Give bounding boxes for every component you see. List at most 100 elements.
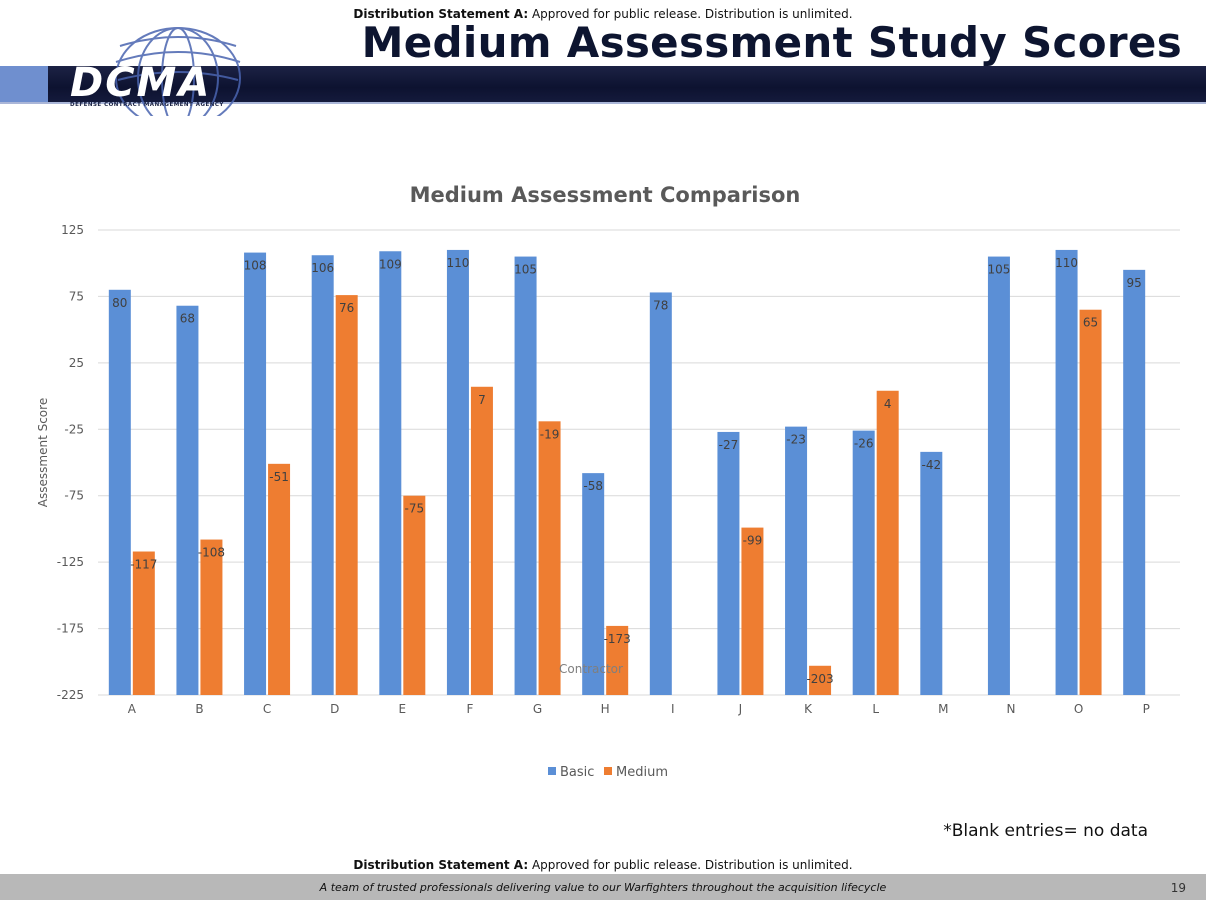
data-label: 68 [180,312,195,326]
y-tick-label: 25 [69,356,84,370]
x-tick-label: N [1006,702,1015,716]
bar-basic [1055,249,1078,695]
bar-basic [987,256,1010,695]
data-label: 110 [1055,256,1078,270]
y-axis-label: Assessment Score [36,398,50,507]
data-label: -203 [806,672,833,686]
header-band [48,66,1206,102]
dcma-globe-logo-icon [115,27,241,116]
bar-chart: Medium Assessment Comparison 125 75 25 -25 -7… [36,183,1180,780]
legend-swatch-basic [548,767,556,775]
bar-medium [606,625,629,695]
data-label: 4 [884,397,892,411]
x-tick-label: B [195,702,203,716]
x-tick-label: D [330,702,339,716]
logo-subtitle: DEFENSE CONTRACT MANAGEMENT AGENCY [70,102,224,108]
data-label: -23 [786,433,806,447]
data-label: -75 [405,502,425,516]
bar-medium [268,463,291,695]
data-label: 110 [446,256,469,270]
y-tick-label: 125 [61,223,84,237]
y-tick-label: -225 [57,688,84,702]
header-band-accent [0,66,48,102]
page-number: 19 [1170,881,1186,895]
x-tick-label: A [128,702,137,716]
data-label: -42 [922,458,942,472]
x-tick-label: L [872,702,879,716]
bar-basic [785,426,808,695]
distribution-label: Distribution Statement A: [353,7,529,21]
data-label: 105 [987,263,1010,277]
bar-basic [446,249,469,695]
bar-basic [920,451,943,695]
legend-label-medium: Medium [616,765,668,780]
x-tick-label: M [938,702,948,716]
data-label: -58 [583,479,603,493]
data-label: 109 [379,257,402,271]
bar-medium [876,390,899,695]
bar-medium [809,665,832,695]
bar-medium [741,527,764,695]
legend-label-basic: Basic [560,765,594,780]
bar-basic [244,252,267,695]
bar-basic [852,430,875,695]
distribution-text: Approved for public release. Distributio… [528,858,853,872]
data-label: 76 [339,301,354,315]
data-label: 78 [653,298,668,312]
blank-entries-note: *Blank entries= no data [943,821,1148,841]
data-label: 95 [1127,276,1142,290]
contractor-annotation: Contractor [559,662,623,676]
chart-title: Medium Assessment Comparison [410,183,801,207]
distribution-statement-top: Distribution Statement A: Approved for p… [0,7,1206,21]
x-tick-label: H [601,702,610,716]
bar-medium [470,386,493,695]
data-label: 65 [1083,316,1098,330]
data-label: -51 [269,470,289,484]
footer-tagline: A team of trusted professionals deliveri… [319,881,887,894]
x-tick-label: E [399,702,407,716]
logo-wordmark: DCMA [70,60,212,106]
x-tick-label: C [263,702,271,716]
distribution-statement-bottom: Distribution Statement A: Approved for p… [0,858,1206,872]
legend-swatch-medium [604,767,612,775]
data-label: 105 [514,263,537,277]
y-tick-label: 75 [69,289,84,303]
bar-medium [403,495,426,695]
data-label: -27 [719,438,739,452]
x-tick-label: F [466,702,473,716]
data-label: 108 [244,259,267,273]
bar-basic [311,255,334,695]
bar-medium [132,551,155,695]
x-tick-label: P [1143,702,1150,716]
data-label: -173 [604,632,631,646]
bar-medium [1079,309,1102,695]
x-tick-label: I [671,702,675,716]
bar-basic [108,289,131,695]
data-label: -26 [854,437,874,451]
y-tick-label: -125 [57,555,84,569]
data-label: 106 [311,261,334,275]
y-tick-label: -175 [57,622,84,636]
bar-basic [1123,269,1146,695]
x-tick-label: K [804,702,813,716]
bar-basic [717,431,740,695]
header-rule [0,102,1206,104]
distribution-label: Distribution Statement A: [353,858,529,872]
data-label: -99 [743,534,763,548]
data-label: 7 [478,393,486,407]
bar-medium [200,539,223,695]
data-label: -19 [540,427,560,441]
y-tick-label: -75 [64,489,84,503]
data-label: -117 [130,558,157,572]
bar-basic [176,305,199,695]
bar-medium [538,421,561,695]
footer-bar [0,874,1206,900]
distribution-text: Approved for public release. Distributio… [528,7,853,21]
x-tick-label: O [1074,702,1083,716]
bar-medium [335,295,358,695]
x-tick-label: J [738,702,743,716]
x-tick-label: G [533,702,542,716]
data-label: -108 [198,546,225,560]
bar-basic [582,473,605,695]
y-tick-label: -25 [64,422,84,436]
